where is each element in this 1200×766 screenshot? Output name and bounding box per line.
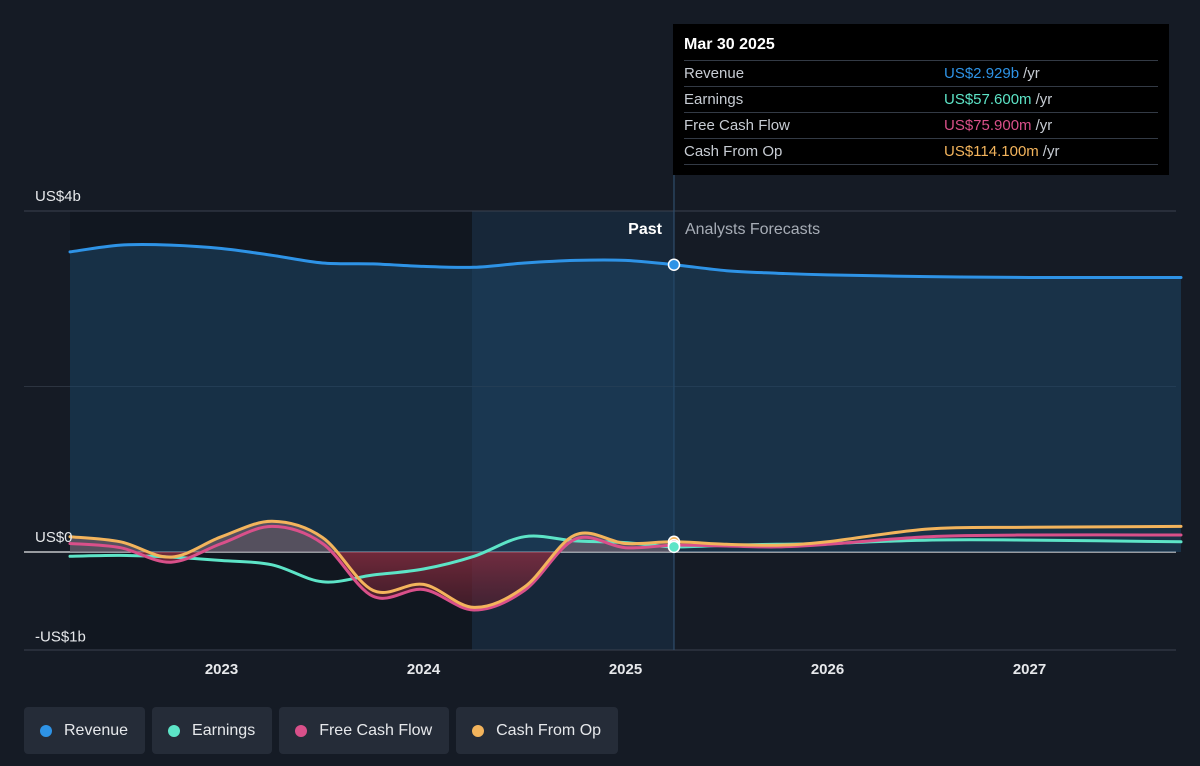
- x-tick-label: 2023: [205, 661, 238, 678]
- earnings-line: [68, 534, 1183, 584]
- tooltip-row-free-cash-flow: Free Cash Flow US$75.900m /yr: [684, 112, 1158, 138]
- x-tick-label: 2024: [407, 661, 441, 678]
- legend-label: Revenue: [64, 721, 129, 739]
- chart-legend: Revenue Earnings Free Cash Flow Cash Fro…: [24, 707, 619, 754]
- fcf-line: [68, 524, 1183, 612]
- tooltip-date: Mar 30 2025: [684, 36, 775, 53]
- tooltip-row-earnings: Earnings US$57.600m /yr: [684, 86, 1158, 112]
- tooltip-value: US$57.600m: [944, 91, 1032, 108]
- tooltip-unit: /yr: [1023, 65, 1040, 82]
- legend-item-cash-from-op[interactable]: Cash From Op: [456, 707, 619, 754]
- legend-label: Free Cash Flow: [319, 721, 433, 739]
- revenue-marker: [667, 258, 681, 271]
- fcf-negative-area: [70, 552, 674, 611]
- legend-dot-icon: [40, 724, 52, 737]
- tooltip-row-cash-from-op: Cash From Op US$114.100m /yr: [684, 138, 1158, 165]
- y-tick-label: US$0: [35, 529, 73, 546]
- y-tick-label: -US$1b: [35, 628, 86, 645]
- x-tick-label: 2025: [609, 661, 642, 678]
- hover-tooltip: Mar 30 2025 Revenue US$2.929b /yr Earnin…: [673, 24, 1169, 175]
- legend-dot-icon: [168, 724, 181, 737]
- legend-dot-icon: [472, 724, 485, 737]
- cfo-line: [68, 519, 1183, 609]
- legend-item-revenue[interactable]: Revenue: [24, 707, 146, 754]
- revenue-area: [70, 244, 1181, 552]
- tooltip-unit: /yr: [1035, 117, 1053, 134]
- forecast-label: Analysts Forecasts: [685, 221, 820, 238]
- legend-label: Earnings: [192, 721, 256, 739]
- earnings-marker: [667, 540, 681, 554]
- revenue-line: [68, 242, 1183, 280]
- tooltip-unit: /yr: [1035, 91, 1053, 108]
- tooltip-label: Revenue: [684, 65, 745, 82]
- past-label: Past: [628, 221, 662, 238]
- legend-item-earnings[interactable]: Earnings: [152, 707, 273, 754]
- tooltip-label: Cash From Op: [684, 143, 783, 160]
- legend-dot-icon: [295, 724, 308, 737]
- legend-item-free-cash-flow[interactable]: Free Cash Flow: [279, 707, 450, 754]
- tooltip-value: US$2.929b: [944, 65, 1020, 82]
- tooltip-row-revenue: Revenue US$2.929b /yr: [684, 60, 1158, 86]
- x-tick-label: 2027: [1013, 661, 1046, 678]
- tooltip-value: US$75.900m: [944, 117, 1032, 134]
- legend-label: Cash From Op: [496, 721, 602, 739]
- tooltip-label: Earnings: [684, 91, 744, 108]
- tooltip-value: US$114.100m: [944, 143, 1039, 160]
- tooltip-unit: /yr: [1042, 143, 1060, 160]
- tooltip-label: Free Cash Flow: [684, 117, 790, 134]
- x-tick-label: 2026: [811, 661, 844, 678]
- y-tick-label: US$4b: [35, 188, 81, 205]
